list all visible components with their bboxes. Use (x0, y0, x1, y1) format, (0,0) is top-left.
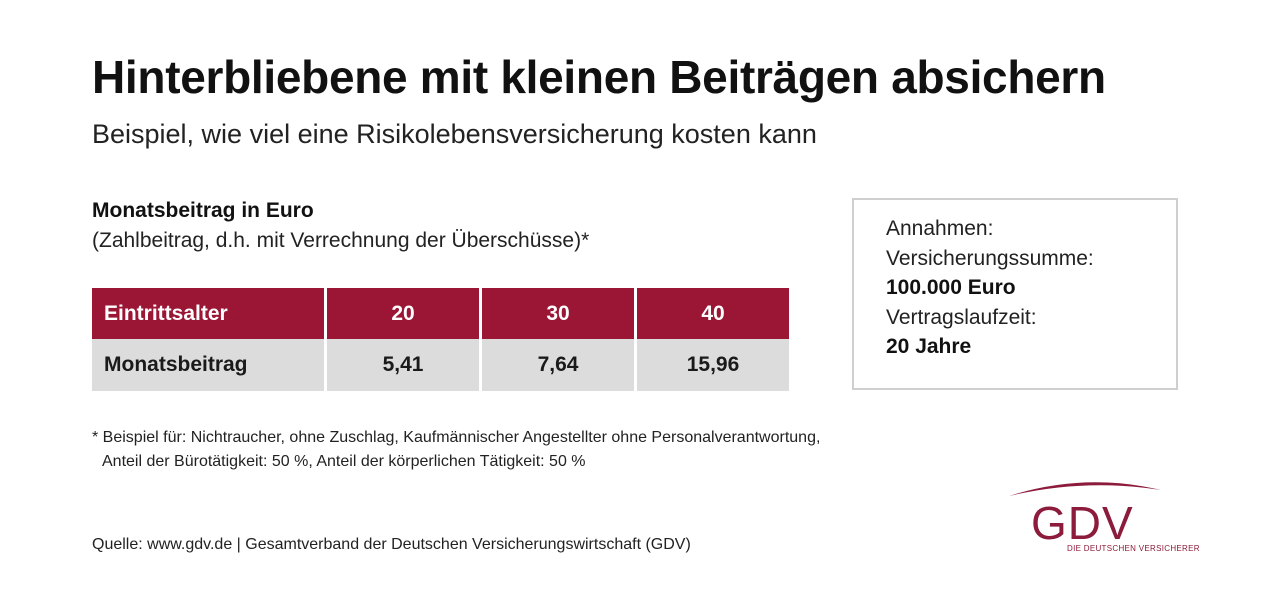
term-label: Vertragslaufzeit: (886, 305, 1037, 329)
table-header-cell: 40 (637, 288, 789, 339)
assumptions-heading: Annahmen: (886, 217, 994, 240)
gdv-logo: GDV DIE DEUTSCHEN VERSICHERER (1005, 472, 1205, 562)
logo-mark: GDV (1031, 497, 1134, 549)
term-value: 20 Jahre (886, 335, 972, 358)
source-line: Quelle: www.gdv.de | Gesamtverband der D… (92, 536, 691, 553)
section-note: (Zahlbeitrag, d.h. mit Verrechnung der Ü… (92, 229, 590, 252)
table-header-cell: 30 (482, 288, 634, 339)
logo-tagline: DIE DEUTSCHEN VERSICHERER (1067, 544, 1200, 553)
table-header-row: Eintrittsalter 20 30 40 (92, 288, 789, 339)
assumptions-box: Annahmen: Versicherungssumme: 100.000 Eu… (852, 198, 1178, 390)
table-row: Monatsbeitrag 5,41 7,64 15,96 (92, 339, 789, 391)
page-subtitle: Beispiel, wie viel eine Risikolebensvers… (92, 119, 817, 149)
table-cell: 5,41 (327, 339, 479, 391)
sum-label: Versicherungssumme: (886, 246, 1094, 270)
table-cell: Monatsbeitrag (92, 339, 324, 391)
table-header-cell: 20 (327, 288, 479, 339)
sum-value: 100.000 Euro (886, 276, 1016, 299)
footnote-line: Anteil der Bürotätigkeit: 50 %, Anteil d… (102, 453, 586, 470)
table-cell: 15,96 (637, 339, 789, 391)
page-title: Hinterbliebene mit kleinen Beiträgen abs… (92, 51, 1106, 103)
logo-arc (1009, 482, 1161, 496)
premium-table: Eintrittsalter 20 30 40 Monatsbeitrag 5,… (89, 288, 792, 391)
section-label: Monatsbeitrag in Euro (92, 199, 314, 222)
footnote-line: * Beispiel für: Nichtraucher, ohne Zusch… (92, 429, 821, 446)
footnote: * Beispiel für: Nichtraucher, ohne Zusch… (92, 426, 820, 474)
logo-arc-icon (1009, 482, 1161, 496)
table-header-cell: Eintrittsalter (92, 288, 324, 339)
table-cell: 7,64 (482, 339, 634, 391)
